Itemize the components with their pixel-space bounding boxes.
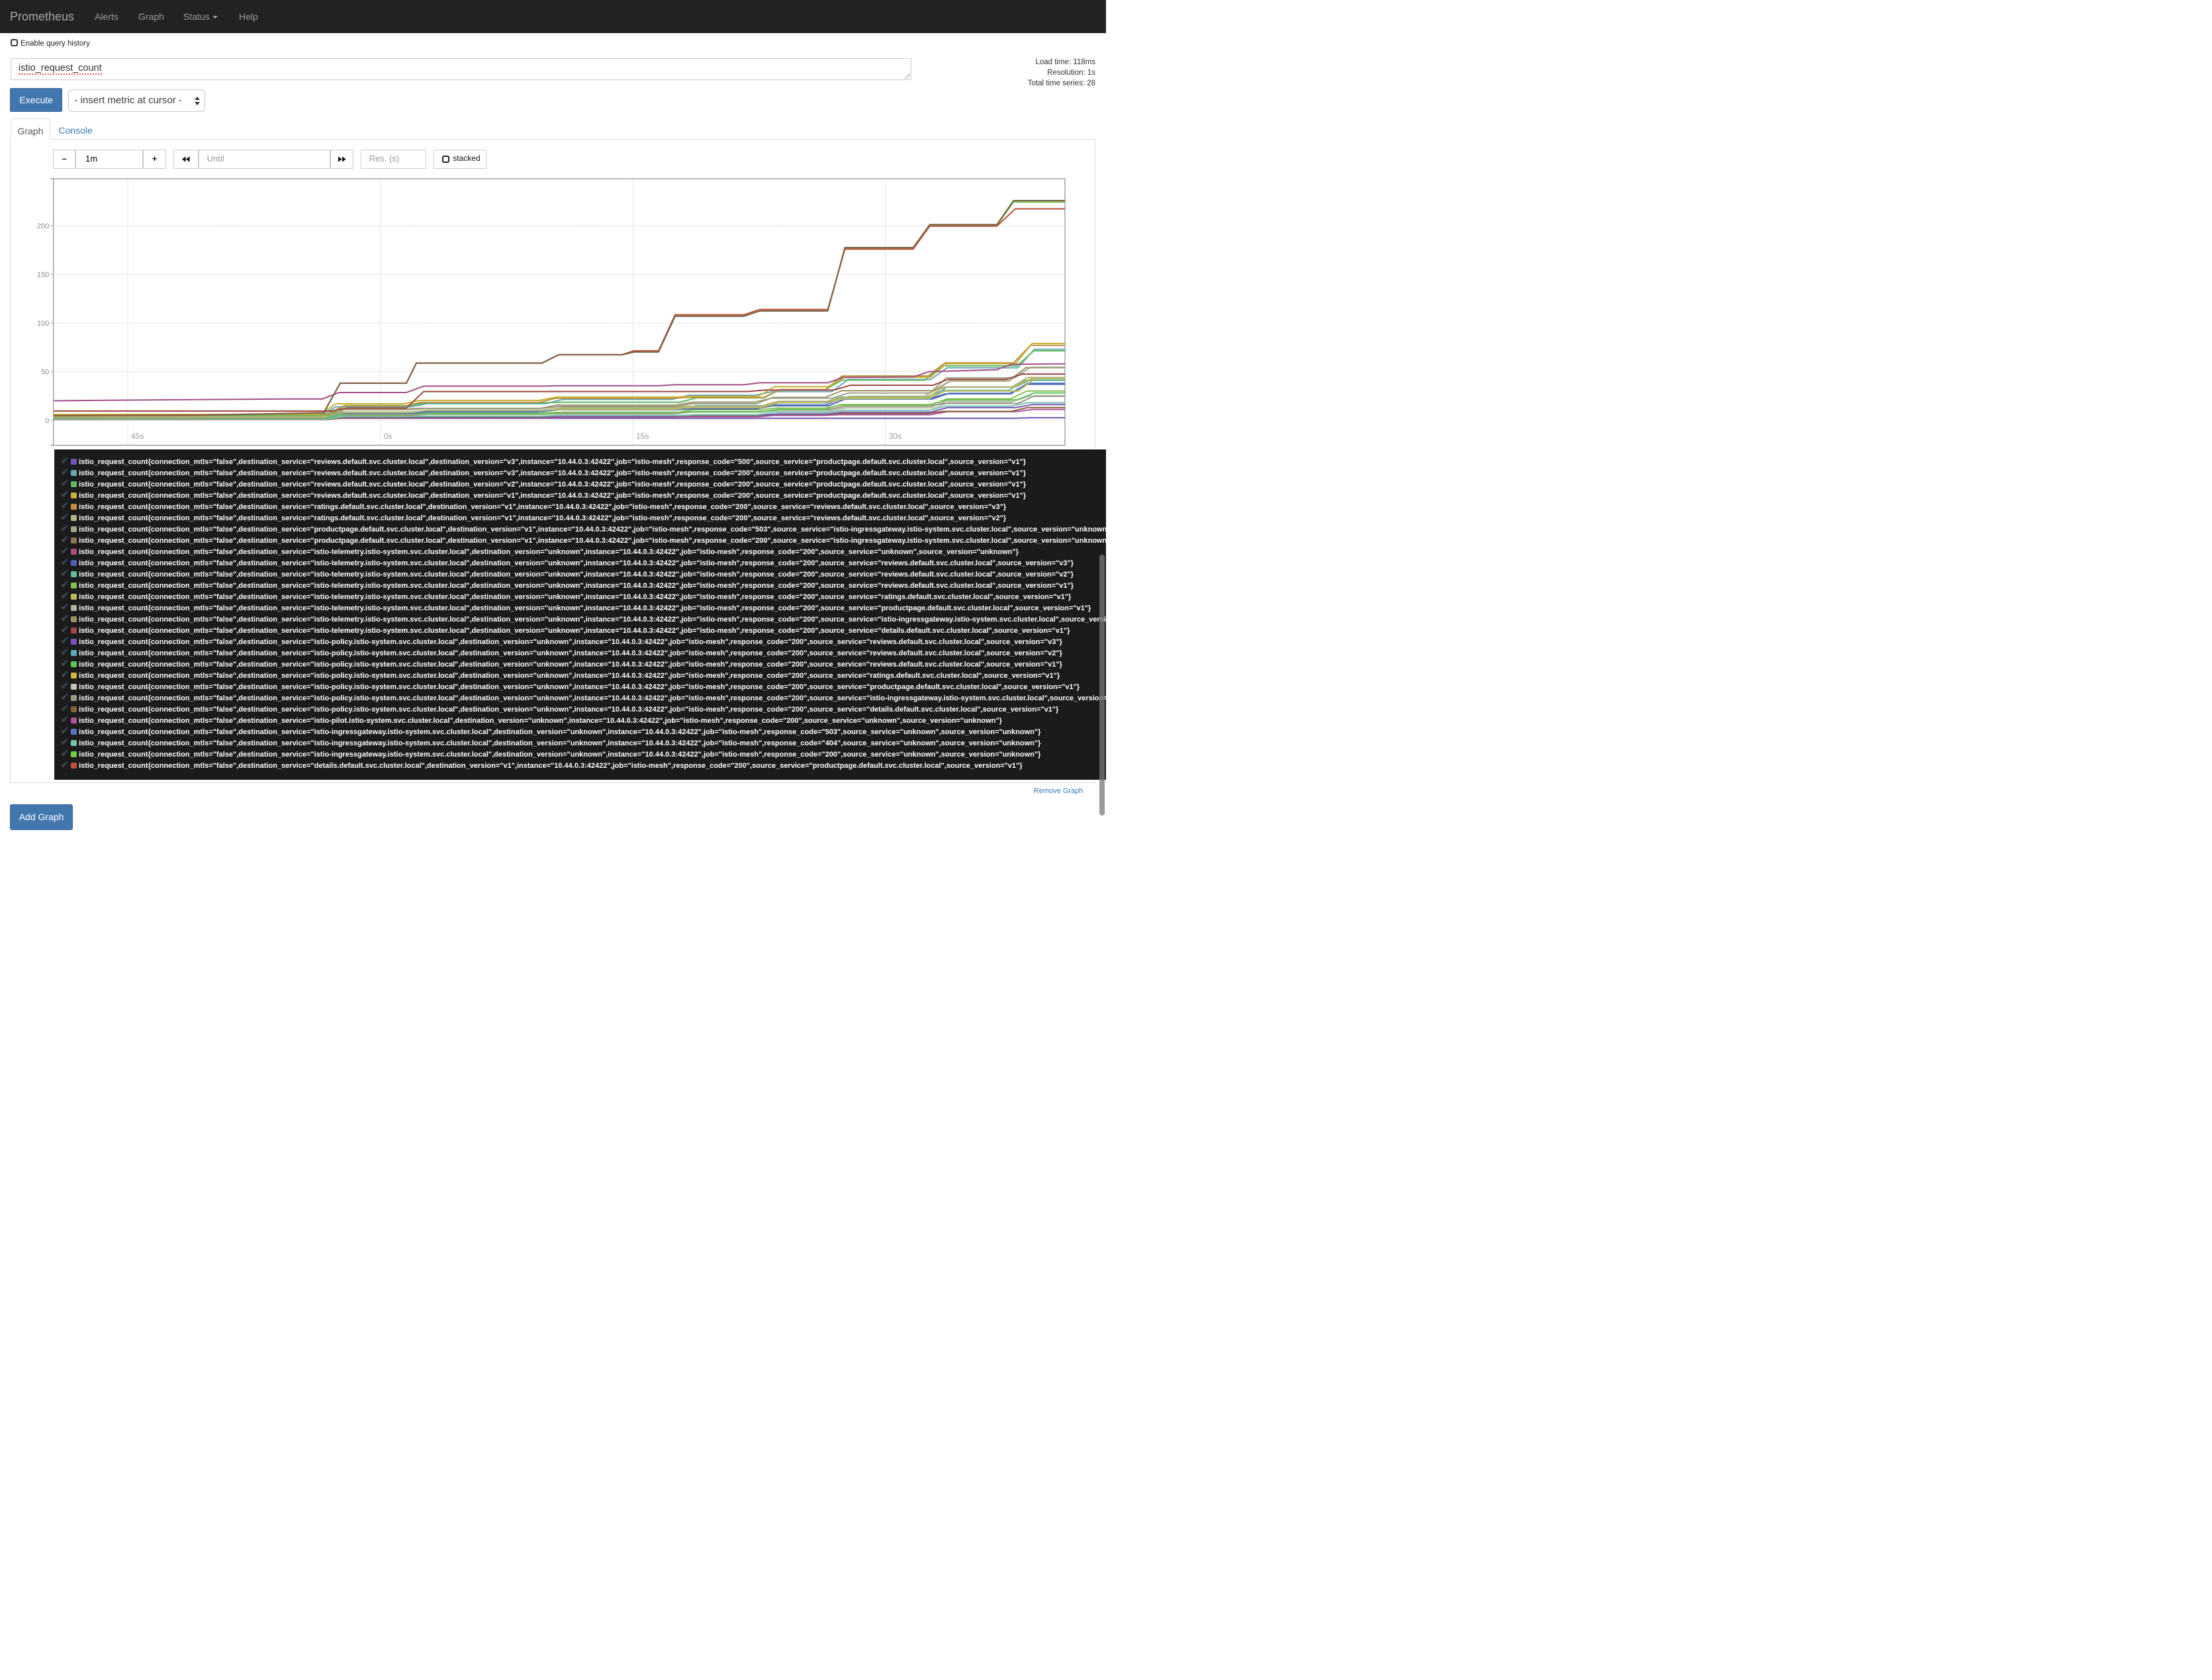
svg-text:200: 200 (37, 222, 49, 230)
svg-text:50: 50 (41, 368, 49, 376)
svg-text:45s: 45s (131, 432, 144, 441)
svg-text:30s: 30s (889, 432, 901, 441)
svg-text:0s: 0s (384, 432, 392, 441)
svg-text:0: 0 (45, 417, 49, 425)
svg-text:15s: 15s (636, 432, 649, 441)
svg-text:100: 100 (37, 320, 49, 328)
svg-text:150: 150 (37, 271, 49, 279)
